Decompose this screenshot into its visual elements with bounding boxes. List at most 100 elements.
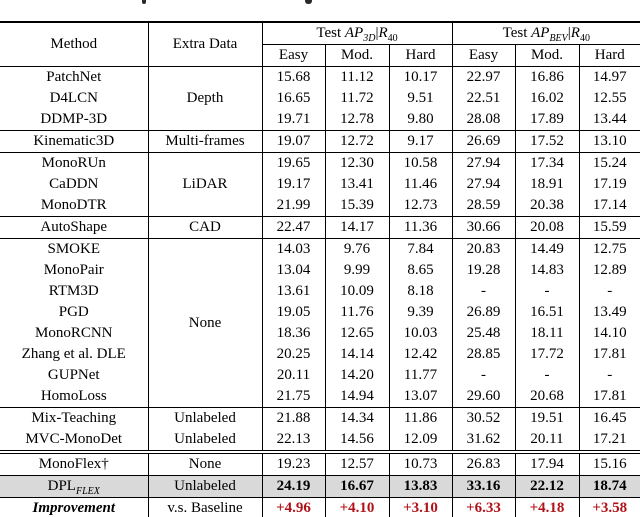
- method-cell: HomoLoss: [40, 388, 107, 404]
- value-cell: 10.73: [388, 450, 453, 476]
- value-cell: 14.97: [578, 66, 640, 88]
- method-cell: MVC-MonoDet: [25, 431, 123, 447]
- method-cell: PatchNet: [46, 69, 102, 85]
- value-cell: -: [578, 365, 640, 386]
- table-row: MonoDTR 21.99 15.39 12.73 28.59 20.38 17.14: [0, 195, 640, 217]
- value-cell: 15.39: [324, 195, 389, 217]
- subheader-mod-3d: Mod.: [324, 44, 389, 67]
- value-cell: 8.65: [388, 260, 453, 281]
- header-method: Method: [0, 22, 148, 67]
- value-cell: 15.16: [578, 450, 640, 476]
- header-group-ap3d: Test AP3D|R40: [261, 22, 453, 45]
- subheader-hard-bev: Hard: [578, 44, 640, 67]
- value-cell: 14.34: [324, 407, 389, 429]
- subheader-hard-3d: Hard: [388, 44, 453, 67]
- extra-data-cell: Unlabeled: [147, 475, 262, 498]
- value-cell: 21.88: [261, 407, 325, 429]
- table-row: D4LCN 16.65 11.72 9.51 22.51 16.02 12.55: [0, 88, 640, 109]
- value-cell: 17.19: [578, 174, 640, 195]
- table-row: Improvement v.s. Baseline +4.96 +4.10 +3.10 +…: [0, 497, 640, 517]
- value-cell: 11.77: [388, 365, 453, 386]
- value-cell: 18.36: [261, 323, 325, 344]
- method-cell: AutoShape: [0, 216, 148, 239]
- value-cell: 17.14: [578, 195, 640, 217]
- value-cell: 17.21: [578, 429, 640, 452]
- method-cell: Zhang et al. DLE: [21, 346, 126, 362]
- value-cell: 17.81: [578, 386, 640, 408]
- table-row: CaDDN 19.17 13.41 11.46 27.94 18.91 17.19: [0, 174, 640, 195]
- value-cell: 26.89: [451, 302, 516, 323]
- value-cell: 17.94: [514, 450, 580, 476]
- value-cell: 8.18: [388, 281, 453, 302]
- value-cell: -: [514, 365, 580, 386]
- method-cell: MonoPair: [43, 262, 104, 278]
- value-cell: 14.17: [324, 216, 389, 239]
- value-cell: 10.17: [388, 66, 453, 88]
- table-row: Mix-Teaching Unlabeled 21.88 14.34 11.86 30.5…: [0, 407, 640, 429]
- value-cell: 14.56: [324, 429, 389, 452]
- value-cell: +4.18: [514, 497, 580, 517]
- extra-data-cell: Depth: [147, 66, 262, 131]
- value-cell: 9.17: [388, 130, 453, 153]
- value-cell: 17.72: [514, 344, 580, 365]
- value-cell: 13.83: [388, 475, 453, 498]
- value-cell: 28.85: [451, 344, 516, 365]
- value-cell: 20.08: [514, 216, 580, 239]
- value-cell: 13.44: [578, 109, 640, 131]
- value-cell: 16.51: [514, 302, 580, 323]
- value-cell: +6.33: [451, 497, 516, 517]
- value-cell: 13.04: [261, 260, 325, 281]
- method-cell: DPLFLEX: [0, 475, 148, 498]
- value-cell: 25.48: [451, 323, 516, 344]
- method-cell: MonoRUn: [0, 152, 148, 174]
- value-cell: 14.10: [578, 323, 640, 344]
- value-cell: 29.60: [451, 386, 516, 408]
- value-cell: 13.49: [578, 302, 640, 323]
- subheader-easy-3d: Easy: [261, 44, 325, 67]
- value-cell: +3.58: [578, 497, 640, 517]
- extra-data-cell: None: [147, 450, 262, 476]
- extra-data-cell: v.s. Baseline: [147, 497, 262, 517]
- value-cell: 20.38: [514, 195, 580, 217]
- value-cell: 16.86: [514, 66, 580, 88]
- value-cell: 10.58: [388, 152, 453, 174]
- value-cell: 27.94: [451, 174, 516, 195]
- value-cell: 12.72: [324, 130, 389, 153]
- value-cell: 28.08: [451, 109, 516, 131]
- value-cell: 17.52: [514, 130, 580, 153]
- table-header: Method Extra Data Test AP3D|R40 Test APB…: [0, 22, 640, 67]
- value-cell: 12.09: [388, 429, 453, 452]
- value-cell: 20.25: [261, 344, 325, 365]
- value-cell: -: [451, 281, 516, 302]
- table-row: GUPNet 20.11 14.20 11.77- - -: [0, 365, 640, 386]
- value-cell: 19.71: [261, 109, 325, 131]
- value-cell: 19.05: [261, 302, 325, 323]
- value-cell: 13.07: [388, 386, 453, 408]
- extra-data-cell: None: [147, 238, 262, 408]
- header-extra-data: Extra Data: [147, 22, 262, 67]
- extra-data-cell: Unlabeled: [147, 407, 262, 429]
- table-row: Zhang et al. DLE 20.25 14.14 12.42 28.85 17.7…: [0, 344, 640, 365]
- value-cell: 7.84: [388, 238, 453, 260]
- value-cell: 20.11: [261, 365, 325, 386]
- value-cell: 21.75: [261, 386, 325, 408]
- value-cell: 16.02: [514, 88, 580, 109]
- value-cell: -: [451, 365, 516, 386]
- value-cell: 20.68: [514, 386, 580, 408]
- method-cell: PGD: [58, 304, 89, 320]
- value-cell: 15.59: [578, 216, 640, 239]
- value-cell: 13.61: [261, 281, 325, 302]
- extra-data-cell: LiDAR: [147, 152, 262, 217]
- method-cell: MonoRCNN: [34, 325, 113, 341]
- extra-data-cell: Multi-frames: [147, 130, 262, 153]
- value-cell: 26.69: [451, 130, 516, 153]
- subheader-mod-bev: Mod.: [514, 44, 580, 67]
- caption-fragment: [142, 0, 146, 4]
- extra-data-cell: Unlabeled: [147, 429, 262, 452]
- table-row: MonoRUn LiDAR 19.65 12.30 10.58 27.94 17.34 15.…: [0, 152, 640, 217]
- value-cell: 20.83: [451, 238, 516, 260]
- value-cell: 17.89: [514, 109, 580, 131]
- value-cell: 18.74: [578, 475, 640, 498]
- table-row: Kinematic3D Multi-frames 19.07 12.72 9.17 26.…: [0, 130, 640, 153]
